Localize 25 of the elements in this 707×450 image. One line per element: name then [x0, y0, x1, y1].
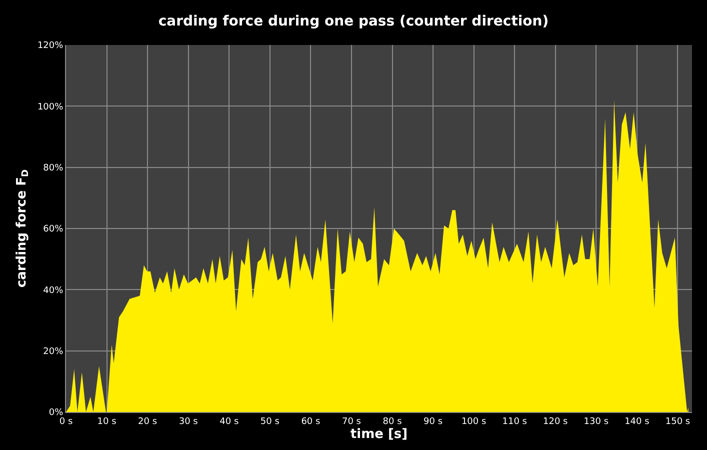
- y-tick-label: 40%: [43, 286, 64, 296]
- x-tick-label: 120 s: [543, 416, 568, 427]
- y-tick-label: 20%: [43, 346, 64, 357]
- x-tick-label: 140 s: [624, 416, 650, 427]
- x-tick-label: 50 s: [260, 416, 280, 427]
- x-tick-label: 30 s: [178, 416, 198, 427]
- x-tick-label: 90 s: [424, 416, 443, 427]
- x-tick-label: 10 s: [97, 416, 117, 427]
- x-tick-label: 80 s: [382, 416, 402, 427]
- y-tick-label: 60%: [43, 224, 64, 235]
- x-tick-label: 100 s: [461, 416, 486, 427]
- x-tick-label: 40 s: [220, 416, 239, 427]
- x-tick-label: 20 s: [138, 416, 158, 427]
- y-tick-label: 0%: [48, 408, 64, 418]
- x-tick-label: 130 s: [584, 416, 609, 427]
- y-tick-label: 120%: [37, 41, 64, 52]
- y-tick-label: 100%: [37, 102, 64, 112]
- x-axis-title: time [s]: [350, 426, 408, 442]
- y-tick-label: 80%: [43, 163, 64, 174]
- x-tick-label: 150 s: [665, 416, 690, 427]
- x-tick-label: 70 s: [342, 416, 362, 427]
- x-tick-label: 60 s: [301, 416, 320, 427]
- x-tick-label: 110 s: [502, 416, 528, 427]
- chart-title: carding force during one pass (counter direction): [158, 14, 549, 30]
- x-tick-label: 0 s: [59, 416, 73, 427]
